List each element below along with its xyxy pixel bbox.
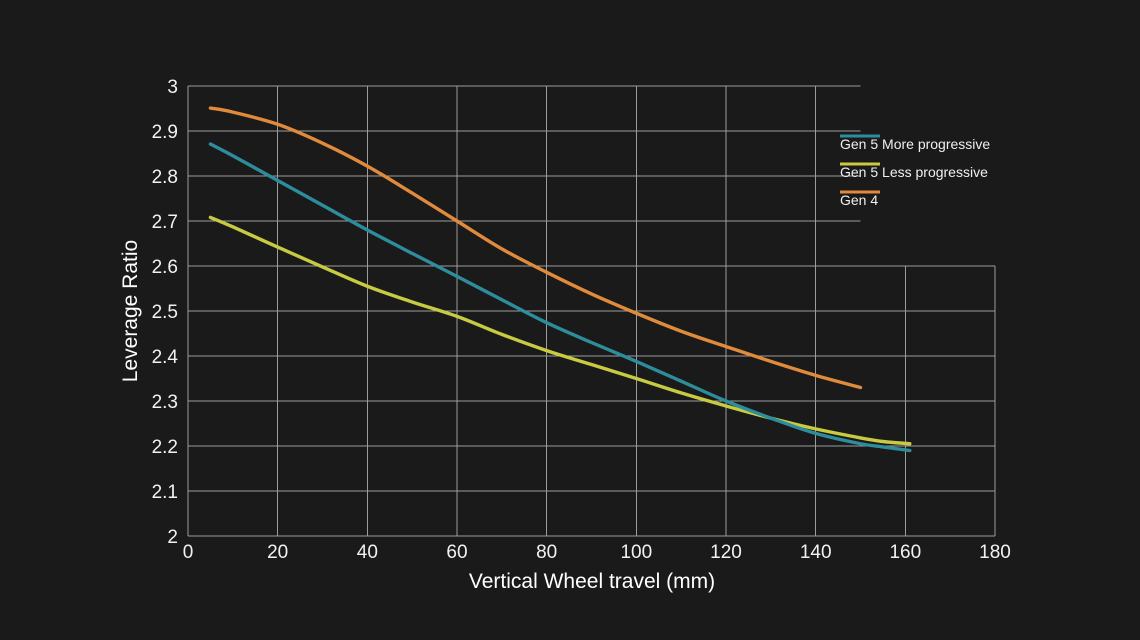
x-tick-label: 20 xyxy=(267,542,288,563)
legend-label-2: Gen 4 xyxy=(840,192,878,208)
x-tick-label: 100 xyxy=(620,542,652,563)
x-tick-label: 0 xyxy=(183,542,194,563)
y-tick-label: 2.9 xyxy=(152,122,178,143)
y-tick-label: 2 xyxy=(167,527,178,548)
y-tick-label: 2.8 xyxy=(152,167,178,188)
x-tick-label: 160 xyxy=(889,542,921,563)
y-tick-labels: 2 2.1 2.2 2.3 2.4 2.5 2.6 2.7 2.8 2.9 3 xyxy=(152,77,179,548)
series-line-0 xyxy=(208,142,912,453)
x-tick-label: 60 xyxy=(446,542,467,563)
legend-label-0: Gen 5 More progressive xyxy=(840,136,990,152)
y-tick-label: 2.7 xyxy=(152,212,178,233)
y-tick-label: 3 xyxy=(167,77,178,98)
series-line-2 xyxy=(208,106,863,390)
x-tick-label: 140 xyxy=(800,542,832,563)
y-tick-label: 2.4 xyxy=(152,347,179,368)
y-tick-label: 2.3 xyxy=(152,392,178,413)
x-tick-label: 180 xyxy=(979,542,1011,563)
x-axis-title: Vertical Wheel travel (mm) xyxy=(469,570,715,593)
legend: Gen 5 More progressive Gen 5 Less progres… xyxy=(840,134,990,208)
y-tick-label: 2.2 xyxy=(152,437,178,458)
y-axis-title: Leverage Ratio xyxy=(119,240,142,382)
x-tick-label: 80 xyxy=(536,542,557,563)
x-tick-labels: 0 20 40 60 80 100 120 140 160 180 xyxy=(183,542,1011,563)
y-tick-label: 2.1 xyxy=(152,482,178,503)
series-layer xyxy=(208,106,912,453)
legend-label-1: Gen 5 Less progressive xyxy=(840,164,988,180)
x-tick-label: 40 xyxy=(357,542,378,563)
y-tick-label: 2.6 xyxy=(152,257,178,278)
grid-layer xyxy=(187,85,996,537)
y-tick-label: 2.5 xyxy=(152,302,178,323)
series-line-1 xyxy=(208,215,912,446)
x-tick-label: 120 xyxy=(710,542,742,563)
